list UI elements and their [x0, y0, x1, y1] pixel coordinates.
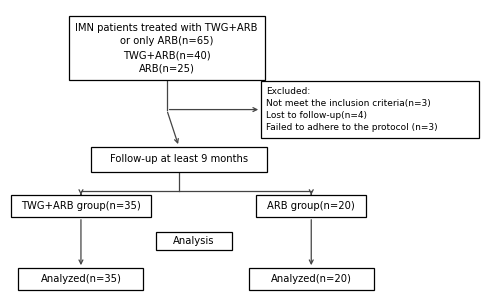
Text: Analysis: Analysis [173, 236, 214, 246]
FancyBboxPatch shape [156, 232, 232, 251]
Text: IMN patients treated with TWG+ARB
or only ARB(n=65)
TWG+ARB(n=40)
ARB(n=25): IMN patients treated with TWG+ARB or onl… [76, 23, 258, 74]
FancyBboxPatch shape [249, 268, 374, 290]
FancyBboxPatch shape [256, 195, 366, 217]
Text: ARB group(n=20): ARB group(n=20) [268, 201, 355, 211]
FancyBboxPatch shape [11, 195, 151, 217]
Text: Excluded:
Not meet the inclusion criteria(n=3)
Lost to follow-up(n=4)
Failed to : Excluded: Not meet the inclusion criteri… [266, 87, 438, 132]
Text: Analyzed(n=35): Analyzed(n=35) [40, 274, 121, 284]
FancyBboxPatch shape [91, 147, 267, 172]
FancyBboxPatch shape [261, 81, 479, 138]
FancyBboxPatch shape [18, 268, 144, 290]
Text: Analyzed(n=20): Analyzed(n=20) [271, 274, 351, 284]
Text: TWG+ARB group(n=35): TWG+ARB group(n=35) [21, 201, 141, 211]
FancyBboxPatch shape [68, 16, 264, 80]
Text: Follow-up at least 9 months: Follow-up at least 9 months [110, 154, 248, 164]
